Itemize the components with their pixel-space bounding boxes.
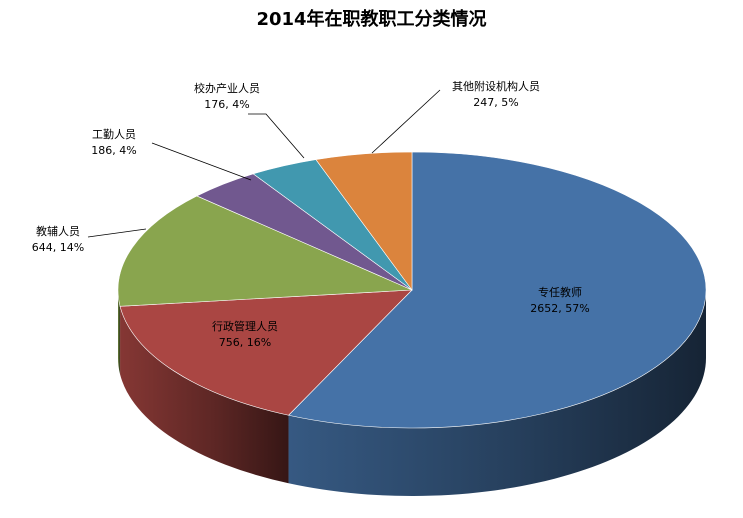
pie-slice-2 [119, 289, 413, 416]
slice-value-label-5: 176, 4% [204, 98, 249, 111]
slice-label-4: 工勤人员 [92, 128, 136, 141]
slice-label-3: 教辅人员 [36, 224, 80, 238]
slice-value-label-1: 2652, 57% [530, 302, 589, 315]
slice-value-label-6: 247, 5% [473, 96, 518, 109]
slice-label-2: 行政管理人员 [212, 319, 278, 333]
slice-label-6: 其他附设机构人员 [452, 79, 540, 93]
pie-slice-1 [287, 151, 707, 429]
slice-label-5: 校办产业人员 [194, 81, 260, 95]
pie-slice-6 [315, 151, 413, 291]
pie-side-1 [288, 290, 706, 496]
chart-title: 2014年在职教职工分类情况 [256, 9, 487, 30]
pie-side-2 [120, 306, 289, 484]
slice-value-label-3: 644, 14% [32, 241, 84, 254]
slice-value-label-4: 186, 4% [91, 144, 136, 157]
leader-line-5 [248, 113, 305, 159]
slice-label-1: 专任教师 [538, 285, 582, 299]
leader-line-6 [371, 89, 441, 154]
leader-line-3 [87, 228, 147, 238]
leader-line-4 [151, 142, 252, 181]
slice-value-label-2: 756, 16% [219, 336, 271, 349]
pie-slice-3 [117, 195, 413, 307]
pie-side-3 [118, 290, 121, 375]
